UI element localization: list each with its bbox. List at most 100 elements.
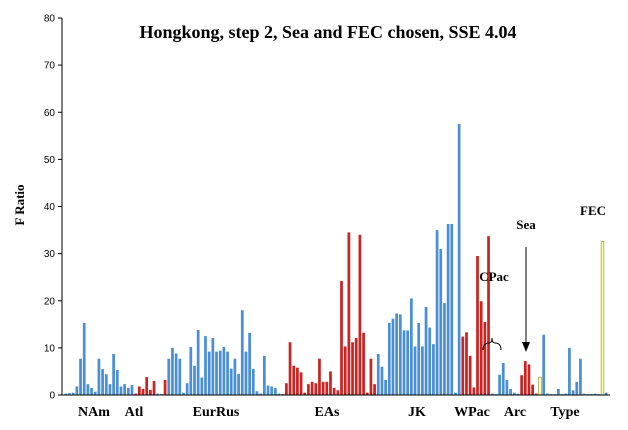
bar [167,358,171,395]
bar [222,346,226,395]
bar [112,354,115,395]
bar [75,386,79,395]
bar [391,318,395,395]
bar [310,381,314,395]
bar [171,347,174,396]
y-tick-label: 0 [49,391,55,402]
bar [152,380,156,395]
bar [421,346,424,395]
bar [450,223,454,395]
y-tick-label: 30 [44,249,56,260]
bar [417,322,421,395]
bar [395,313,399,395]
bar [189,346,193,395]
bar [314,383,318,395]
bar [255,391,259,395]
bar [218,350,222,395]
bar [354,337,358,395]
bar [303,392,307,395]
bar [505,379,509,395]
bar [182,392,185,395]
y-axis-label: F Ratio [12,184,27,225]
bar [296,367,299,395]
bar [538,376,542,396]
bar [104,374,108,395]
bar [557,388,560,395]
bar [373,384,376,395]
bar [329,371,332,395]
bar [523,361,527,395]
annotation-sea: Sea [516,217,536,232]
bar [542,334,546,395]
bar [582,393,586,395]
bar [343,346,347,395]
bar [185,383,189,395]
bar [593,393,597,395]
bar [487,236,490,395]
bar [292,365,296,395]
annotation-cpac: CPac [479,269,509,284]
y-tick-label: 20 [44,296,56,307]
bar [446,223,450,395]
bar [575,381,579,395]
y-tick-label: 60 [44,108,56,119]
bar [516,393,520,395]
bar [472,387,476,395]
bar [424,306,428,395]
group-label-eas: EAs [315,405,340,420]
bar [413,346,417,395]
bar [200,377,204,395]
bar [520,375,523,395]
chart-title: Hongkong, step 2, Sea and FEC chosen, SS… [139,22,516,42]
annotation-cpac-brace [482,337,502,351]
annotation-sea-arrowhead [522,342,530,352]
bar [340,280,343,395]
bar [145,377,149,395]
bar [64,393,68,395]
bar [93,391,97,395]
bar [262,355,266,395]
bar [409,298,413,395]
bar [568,347,571,396]
bar [149,389,152,395]
bar [174,353,178,395]
bar [211,337,215,395]
bar [325,381,329,395]
group-label-jk: JK [408,405,426,420]
bar [387,322,391,395]
bar [501,362,505,395]
bar [68,393,71,395]
bar [178,358,182,395]
bar [398,314,402,395]
bar [196,329,200,395]
bar [571,390,575,395]
group-label-arc: Arc [504,405,526,420]
group-label-eurrus: EurRus [193,405,240,420]
bar [483,321,487,395]
bar [101,369,104,395]
bar [351,342,354,395]
bar [285,383,288,395]
group-label-type: Type [550,405,579,420]
bar [534,393,538,395]
bar [527,364,531,395]
bar [277,393,281,395]
bar [545,393,549,395]
bar [439,248,443,395]
bar [443,303,446,395]
y-tick-label: 40 [44,202,56,213]
bar [115,370,119,395]
annotation-fec: FEC [580,203,606,218]
bar [90,387,93,395]
bar [432,344,435,395]
bar [604,392,608,395]
bar [79,358,82,395]
bar [126,387,130,395]
bar [369,358,373,395]
bar [82,322,86,395]
bar [564,393,568,395]
bar [509,388,512,395]
bar [86,384,90,395]
bar [163,379,167,395]
